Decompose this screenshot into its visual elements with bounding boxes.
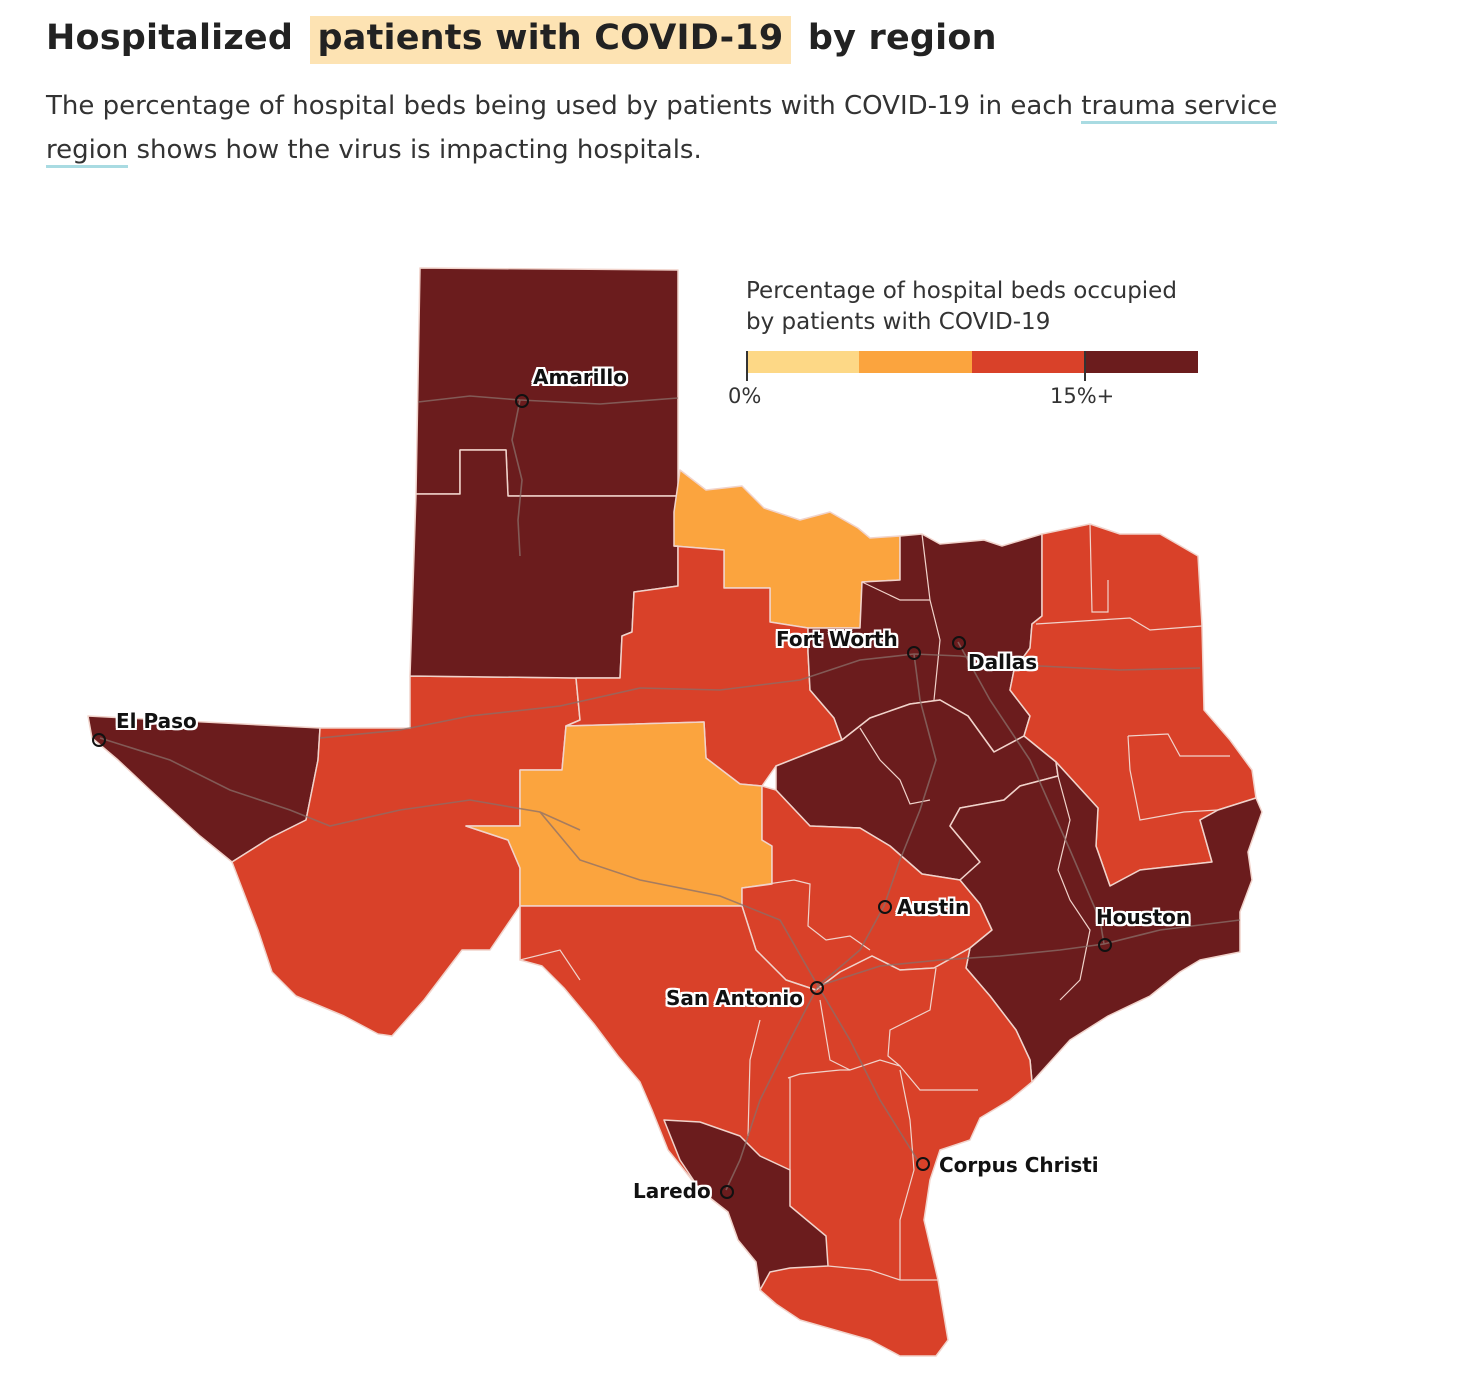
region-south-central bbox=[519, 905, 1033, 1357]
highway-i10-west bbox=[99, 737, 581, 831]
sub-border-8 bbox=[1057, 775, 1091, 1001]
legend-max-label: 15%+ bbox=[1050, 384, 1115, 408]
region-laredo bbox=[663, 1119, 829, 1291]
city-label-san-antonio: San Antonio bbox=[666, 986, 803, 1010]
sub-border-7 bbox=[859, 727, 931, 805]
highway-i20 bbox=[319, 653, 1201, 739]
title-prefix: Hospitalized bbox=[46, 18, 294, 58]
city-label-austin: Austin bbox=[897, 895, 970, 919]
city-label-corpus-christi: Corpus Christi bbox=[939, 1153, 1099, 1177]
highway-i27 bbox=[511, 399, 523, 557]
sub-border-11 bbox=[887, 967, 937, 1067]
san-antonio-marker bbox=[810, 981, 824, 995]
legend-swatch-1 bbox=[746, 351, 859, 373]
city-label-fort-worth: Fort Worth bbox=[776, 627, 898, 651]
sub-border-6 bbox=[861, 581, 930, 601]
laredo-marker bbox=[720, 1185, 734, 1199]
city-label-houston: Houston bbox=[1096, 905, 1191, 929]
amarillo-marker bbox=[515, 394, 529, 408]
header: Hospitalized patients with COVID-19 by r… bbox=[46, 14, 1406, 172]
sub-border-3 bbox=[1127, 733, 1230, 757]
highway-i37 bbox=[817, 985, 921, 1165]
sub-border-1 bbox=[1089, 523, 1109, 613]
trauma-service-region-link[interactable]: trauma service region bbox=[46, 91, 1278, 168]
sub-border-5 bbox=[921, 533, 941, 701]
subtitle-prefix: The percentage of hospital beds being us… bbox=[46, 91, 1074, 121]
sub-border-16 bbox=[899, 1069, 915, 1280]
sub-border-13 bbox=[787, 1069, 850, 1079]
legend-swatch-4 bbox=[1085, 351, 1198, 373]
sub-border-15 bbox=[747, 1019, 761, 1137]
highway-i35 bbox=[725, 653, 937, 1191]
legend-swatch-3 bbox=[972, 351, 1085, 373]
sub-border-4 bbox=[1127, 735, 1219, 821]
legend-title-line2: by patients with COVID-19 bbox=[746, 309, 1051, 335]
subtitle-suffix: shows how the virus is impacting hospita… bbox=[136, 135, 702, 165]
city-label-dallas: Dallas bbox=[968, 650, 1038, 674]
title-highlight: patients with COVID-19 bbox=[309, 16, 792, 64]
sub-border-9 bbox=[519, 906, 581, 981]
legend-min-label: 0% bbox=[728, 384, 762, 408]
legend-title-line1: Percentage of hospital beds occupied bbox=[746, 278, 1177, 304]
austin-marker bbox=[878, 900, 892, 914]
el-paso-marker bbox=[92, 733, 106, 747]
legend-tick-min bbox=[746, 351, 748, 381]
page-subtitle: The percentage of hospital beds being us… bbox=[46, 84, 1336, 172]
sub-border-17 bbox=[827, 1265, 938, 1281]
legend-swatch-2 bbox=[859, 351, 972, 373]
city-label-laredo: Laredo bbox=[633, 1179, 711, 1203]
sub-border-12 bbox=[819, 999, 978, 1091]
fort-worth-marker bbox=[907, 646, 921, 660]
page-title: Hospitalized patients with COVID-19 by r… bbox=[46, 14, 1406, 64]
region-houston bbox=[949, 761, 1263, 1083]
houston-marker bbox=[1098, 938, 1112, 952]
title-suffix: by region bbox=[807, 18, 997, 58]
highway-i45 bbox=[957, 641, 1105, 945]
dallas-marker bbox=[952, 636, 966, 650]
legend-color-scale bbox=[746, 351, 1198, 373]
city-label-amarillo: Amarillo bbox=[533, 365, 627, 389]
sub-border-10 bbox=[741, 879, 871, 951]
sub-border-2 bbox=[1035, 617, 1203, 631]
legend-title: Percentage of hospital beds occupied by … bbox=[746, 276, 1177, 338]
corpus-christi-marker bbox=[916, 1157, 930, 1171]
city-label-el-paso: El Paso bbox=[116, 709, 197, 733]
legend-tick-max bbox=[1084, 351, 1086, 381]
